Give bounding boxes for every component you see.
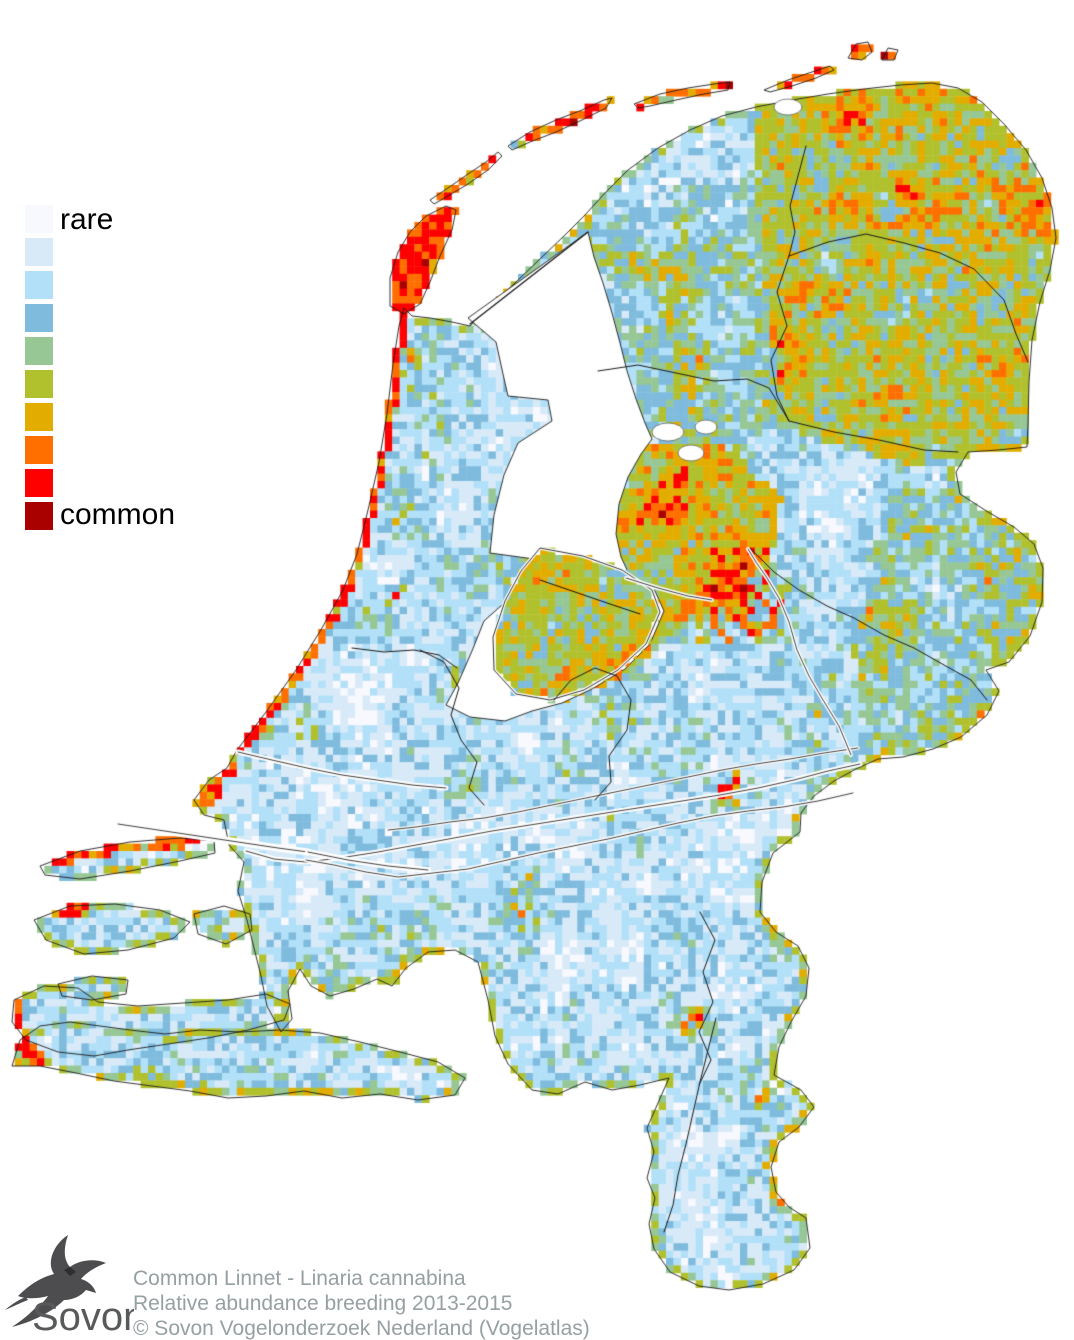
caption-copyright: © Sovon Vogelonderzoek Nederland (Vogela… <box>133 1317 590 1340</box>
legend-swatch <box>25 370 53 398</box>
legend-swatch <box>25 238 53 266</box>
legend-label-common: common <box>60 498 176 531</box>
legend-swatch <box>25 403 53 431</box>
legend-swatch <box>25 205 53 233</box>
legend-swatch <box>25 271 53 299</box>
swallow-icon <box>5 1235 106 1327</box>
legend-swatch <box>25 502 53 530</box>
caption-subtitle: Relative abundance breeding 2013-2015 <box>133 1292 513 1315</box>
legend-label-rare: rare <box>60 203 114 236</box>
legend-swatch <box>25 469 53 497</box>
legend-swatch <box>25 337 53 365</box>
legend-swatch <box>25 304 53 332</box>
sovon-logo: Sovon <box>5 1235 134 1339</box>
map-caption: Common Linnet - Linaria cannabina Relati… <box>133 1266 590 1340</box>
caption-species: Common Linnet - Linaria cannabina <box>133 1267 466 1290</box>
legend-swatch <box>25 436 53 464</box>
logo-wordmark: Sovon <box>32 1295 134 1339</box>
